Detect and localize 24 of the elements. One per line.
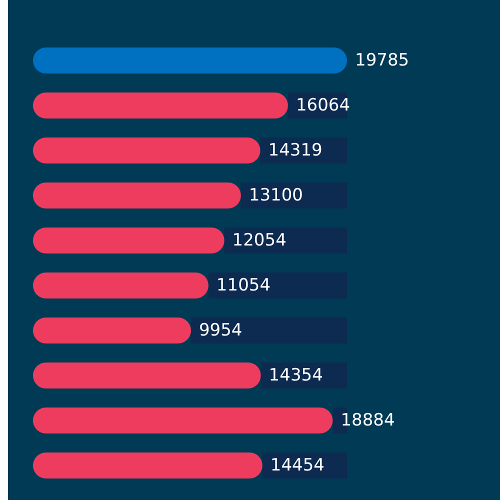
- bar: [224, 227, 347, 254]
- data-label: 14354: [268, 366, 323, 386]
- data-label: 18884: [340, 410, 395, 430]
- bar: [33, 452, 262, 479]
- bar: [33, 47, 347, 74]
- bar: [33, 362, 261, 389]
- bar: [190, 317, 347, 344]
- data-label: 16064: [296, 96, 350, 116]
- data-label: 13100: [248, 186, 303, 206]
- bar: [33, 182, 241, 209]
- bar: [33, 317, 191, 344]
- bar: [208, 272, 347, 299]
- data-label: 14454: [270, 456, 324, 476]
- data-label: 19785: [355, 50, 410, 70]
- bar: [33, 227, 224, 254]
- data-label: 11054: [216, 276, 271, 296]
- bar: [33, 407, 333, 434]
- bar: [33, 92, 288, 119]
- bar: [240, 182, 347, 209]
- data-label: 9954: [198, 320, 242, 340]
- bar: [33, 272, 208, 299]
- data-label: 12054: [232, 230, 286, 250]
- bar: [33, 137, 260, 164]
- data-label: 14319: [268, 140, 322, 160]
